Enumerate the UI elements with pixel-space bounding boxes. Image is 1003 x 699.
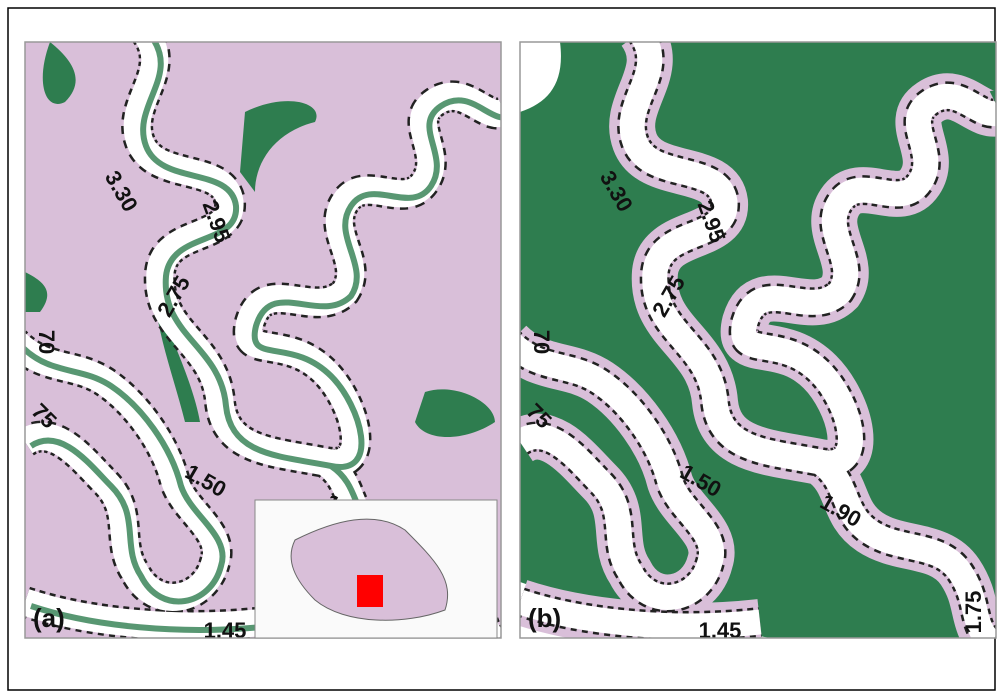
inset-map: [255, 500, 497, 638]
study-area: [357, 575, 383, 607]
panel-label: (a): [33, 603, 65, 633]
panel-label: (b): [528, 603, 561, 633]
page: {"panels": [ {"label": "(a)", "contour_l…: [0, 0, 1003, 699]
figure: 3.302.952.7570751.501.901.45 (a) 3.302.9…: [0, 0, 1003, 699]
contour-label: 1.75: [961, 591, 986, 634]
contour-label: 70: [529, 330, 554, 354]
contour-label: 70: [34, 330, 59, 354]
